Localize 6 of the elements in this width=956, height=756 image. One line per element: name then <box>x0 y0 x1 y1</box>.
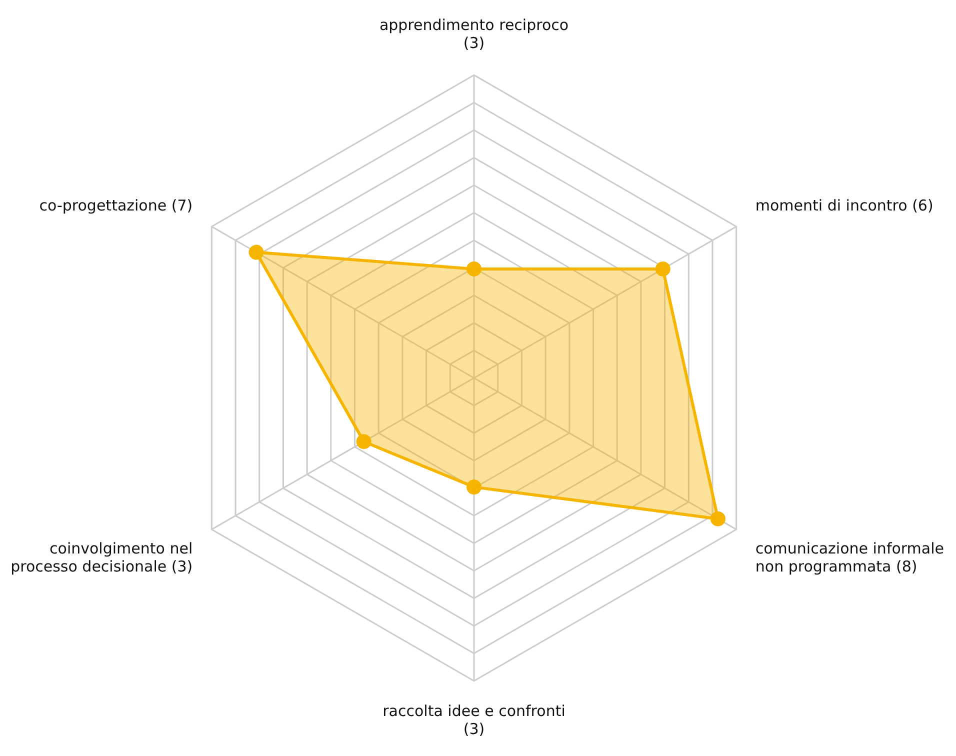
spoke-label: co-progettazione (7) <box>39 196 193 214</box>
spoke-label: coinvolgimento nel processo decisionale (3) <box>10 539 193 576</box>
spoke-label: comunicazione informale non programmata (8) <box>755 539 944 576</box>
spoke-label: momenti di incontro (6) <box>755 196 934 214</box>
spoke-label: apprendimento reciproco (3) <box>379 16 569 52</box>
spoke-label: raccolta idee e confronti (3) <box>382 702 566 738</box>
